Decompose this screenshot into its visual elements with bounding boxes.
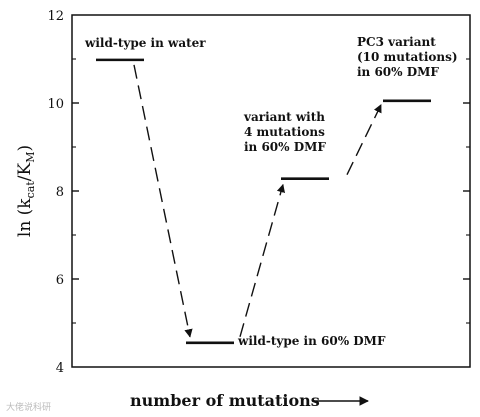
state-label: variant with (243, 110, 325, 124)
transition-arrow (133, 64, 193, 338)
watermark: 大佬说科研 (6, 401, 51, 413)
y-tick-label: 8 (56, 185, 64, 200)
state-label: in 60% DMF (244, 140, 326, 154)
x-axis-title: number of mutations (130, 391, 320, 410)
transition-arrow (239, 183, 285, 337)
transition-arrow (346, 104, 382, 175)
state-label: in 60% DMF (357, 65, 439, 79)
chart-marks: wild-type in water wild-type in 60% DMF va… (84, 35, 458, 348)
state-label: 4 mutations (244, 125, 325, 139)
y-tick-label: 12 (47, 9, 64, 24)
y-tick-label: 6 (56, 273, 64, 288)
y-axis-title: ln (kcat/KM) (15, 145, 37, 237)
y-tick-label: 4 (56, 361, 64, 376)
state-label: (10 mutations) (357, 50, 458, 64)
y-tick-label: 10 (47, 97, 64, 112)
state-label: wild-type in 60% DMF (237, 334, 386, 348)
state-label: wild-type in water (84, 36, 206, 50)
state-label: PC3 variant (357, 35, 436, 49)
y-axis: 4 6 8 10 12 (47, 9, 470, 376)
